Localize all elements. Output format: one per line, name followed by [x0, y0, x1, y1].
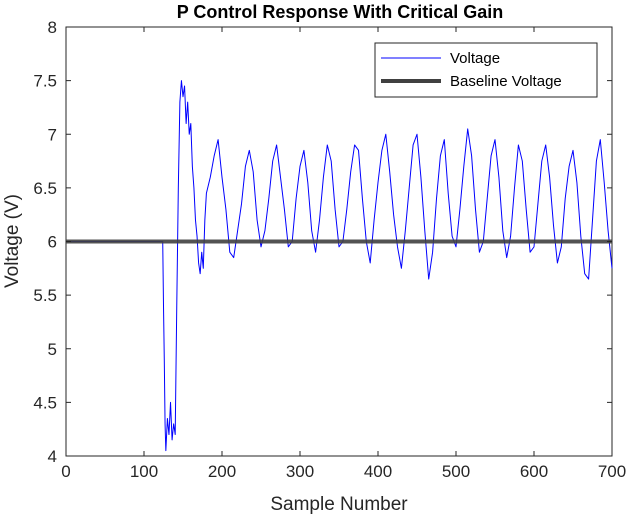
- x-tick-label: 700: [598, 462, 626, 481]
- legend-voltage-label: Voltage: [450, 50, 500, 67]
- y-tick-label: 8: [48, 18, 57, 37]
- legend: Voltage Baseline Voltage: [374, 42, 598, 98]
- x-tick-label: 300: [286, 462, 314, 481]
- voltage-series-line: [66, 80, 613, 452]
- tick-layer: 0 100 200 300 400 500 600 700 4 4.5 5 5.5 6 6.5 7 7.5 8: [33, 18, 626, 481]
- y-tick-label: 7.5: [33, 72, 57, 91]
- chart-title: P Control Response With Critical Gain: [177, 2, 504, 22]
- series-layer: [66, 80, 613, 452]
- x-tick-label: 100: [130, 462, 158, 481]
- legend-baseline-label: Baseline Voltage: [450, 73, 562, 90]
- y-tick-label: 4.5: [33, 393, 57, 412]
- y-tick-label: 6: [48, 233, 57, 252]
- x-tick-label: 500: [442, 462, 470, 481]
- y-axis-title: Voltage (V): [2, 194, 23, 288]
- x-tick-label: 0: [61, 462, 70, 481]
- y-tick-label: 7: [48, 125, 57, 144]
- y-tick-label: 4: [48, 447, 57, 466]
- x-tick-label: 200: [208, 462, 236, 481]
- x-tick-label: 600: [520, 462, 548, 481]
- x-tick-label: 400: [364, 462, 392, 481]
- y-tick-label: 6.5: [33, 179, 57, 198]
- y-tick-label: 5.5: [33, 286, 57, 305]
- y-tick-label: 5: [48, 340, 57, 359]
- legend-box: [374, 42, 598, 98]
- x-axis-title: Sample Number: [270, 494, 408, 515]
